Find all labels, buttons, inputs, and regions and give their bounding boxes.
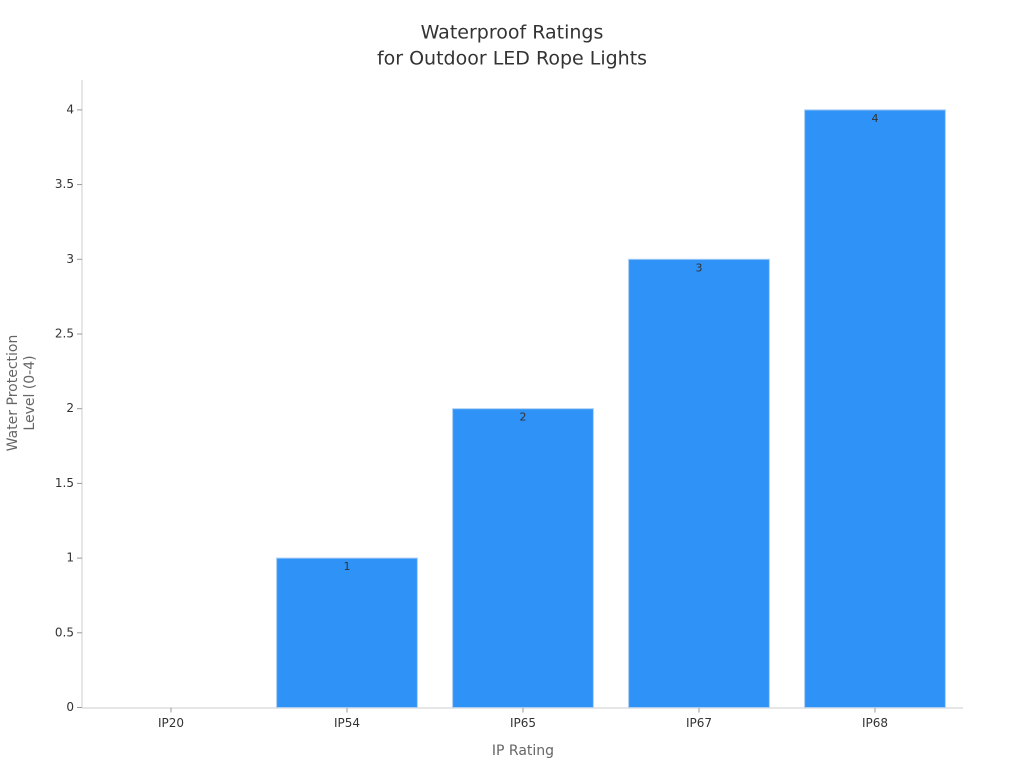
x-tick-label: IP67 <box>686 716 712 730</box>
y-tick-label: 3 <box>66 252 74 266</box>
x-tick-label: IP68 <box>862 716 888 730</box>
x-tick-label: IP20 <box>158 716 184 730</box>
y-tick-label: 2 <box>66 401 74 415</box>
x-tick-label: IP54 <box>334 716 360 730</box>
y-tick-label: 3.5 <box>55 177 74 191</box>
chart-title: Waterproof Ratings <box>421 22 604 44</box>
y-tick-label: 4 <box>66 102 74 116</box>
x-tick-label: IP65 <box>510 716 536 730</box>
y-tick-label: 1.5 <box>55 476 74 490</box>
y-tick-label: 0.5 <box>55 625 74 639</box>
y-axis-title-line: Level (0-4) <box>22 355 38 430</box>
y-tick-label: 0 <box>66 700 74 714</box>
y-axis-title: Water Protection Level (0-4) <box>5 335 38 452</box>
x-axis-title: IP Rating <box>492 743 554 759</box>
chart-title: for Outdoor LED Rope Lights <box>377 48 647 70</box>
y-axis-title-line: Water Protection <box>5 335 21 452</box>
y-tick-label: 1 <box>66 551 74 565</box>
bar <box>276 557 418 708</box>
data-label: 3 <box>696 261 703 274</box>
data-label: 4 <box>872 112 879 125</box>
y-tick-label: 2.5 <box>55 326 74 340</box>
data-label: 2 <box>520 411 527 424</box>
bar <box>804 109 946 708</box>
data-label: 1 <box>344 560 351 573</box>
bar <box>452 408 594 708</box>
bar <box>628 258 770 708</box>
